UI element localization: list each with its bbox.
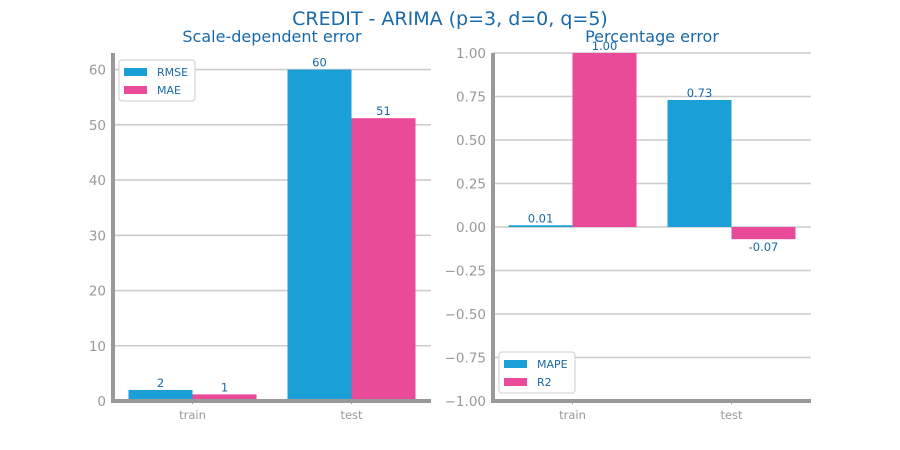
y-tick-label: 0.50 xyxy=(456,133,486,149)
bar-label: -0.07 xyxy=(749,240,779,254)
y-tick-label: −1.00 xyxy=(445,394,486,410)
y-tick-label: 20 xyxy=(89,284,106,300)
legend-swatch-r2 xyxy=(504,378,527,386)
y-tick-label: 50 xyxy=(89,118,106,134)
y-tick-label: −0.50 xyxy=(445,307,486,323)
bar-rmse-train xyxy=(128,389,193,401)
chart-title: Scale-dependent error xyxy=(182,27,362,46)
y-tick-label: −0.25 xyxy=(445,264,486,280)
legend-swatch-mape xyxy=(504,360,527,368)
y-tick-label: 0.25 xyxy=(456,177,486,193)
legend-swatch-mae xyxy=(124,86,147,94)
x-tick-label: train xyxy=(179,408,206,422)
bar-rmse-test xyxy=(287,69,352,402)
bar-label: 2 xyxy=(157,376,164,390)
bar-label: 1.00 xyxy=(592,39,618,53)
legend-label-rmse: RMSE xyxy=(157,66,188,79)
figure-title: CREDIT - ARIMA (p=3, d=0, q=5) xyxy=(292,8,608,30)
bar-mape-test xyxy=(667,99,732,227)
bar-label: 51 xyxy=(376,104,391,118)
y-tick-label: 30 xyxy=(89,228,106,244)
bar-label: 1 xyxy=(221,380,228,394)
y-tick-label: 0.00 xyxy=(456,220,486,236)
bar-r2-test xyxy=(731,227,796,240)
y-tick-label: 60 xyxy=(89,63,106,79)
bar-label: 0.01 xyxy=(528,211,554,225)
x-tick-label: test xyxy=(720,408,743,422)
y-tick-label: 0.75 xyxy=(456,90,486,106)
bar-mae-test xyxy=(351,118,416,401)
legend-label-mae: MAE xyxy=(157,84,181,97)
y-tick-label: −0.75 xyxy=(445,351,486,367)
legend: MAPE R2 xyxy=(498,351,576,394)
bar-mae-train xyxy=(192,394,257,401)
percentage-error-chart: Percentage error −1.00 −0.75 −0.50 −0.25 0.00… xyxy=(445,27,811,422)
bar-label: 0.73 xyxy=(687,86,713,100)
x-tick-label: test xyxy=(340,408,363,422)
legend-label-r2: R2 xyxy=(537,376,552,389)
y-tick-label: 1.00 xyxy=(456,46,486,62)
bar-label: 60 xyxy=(312,56,327,70)
legend: RMSE MAE xyxy=(118,59,196,102)
scale-dependent-error-chart: Scale-dependent error 0 10 20 30 40 50 60 2 60 1 51… xyxy=(89,27,431,422)
bar-mape-train xyxy=(508,225,573,227)
bar-r2-train xyxy=(572,53,637,227)
x-tick-label: train xyxy=(559,408,586,422)
y-tick-label: 0 xyxy=(97,394,106,410)
y-tick-label: 10 xyxy=(89,339,106,355)
legend-label-mape: MAPE xyxy=(537,358,568,371)
legend-swatch-rmse xyxy=(124,68,147,76)
chart-title: Percentage error xyxy=(585,27,719,46)
y-tick-label: 40 xyxy=(89,173,106,189)
